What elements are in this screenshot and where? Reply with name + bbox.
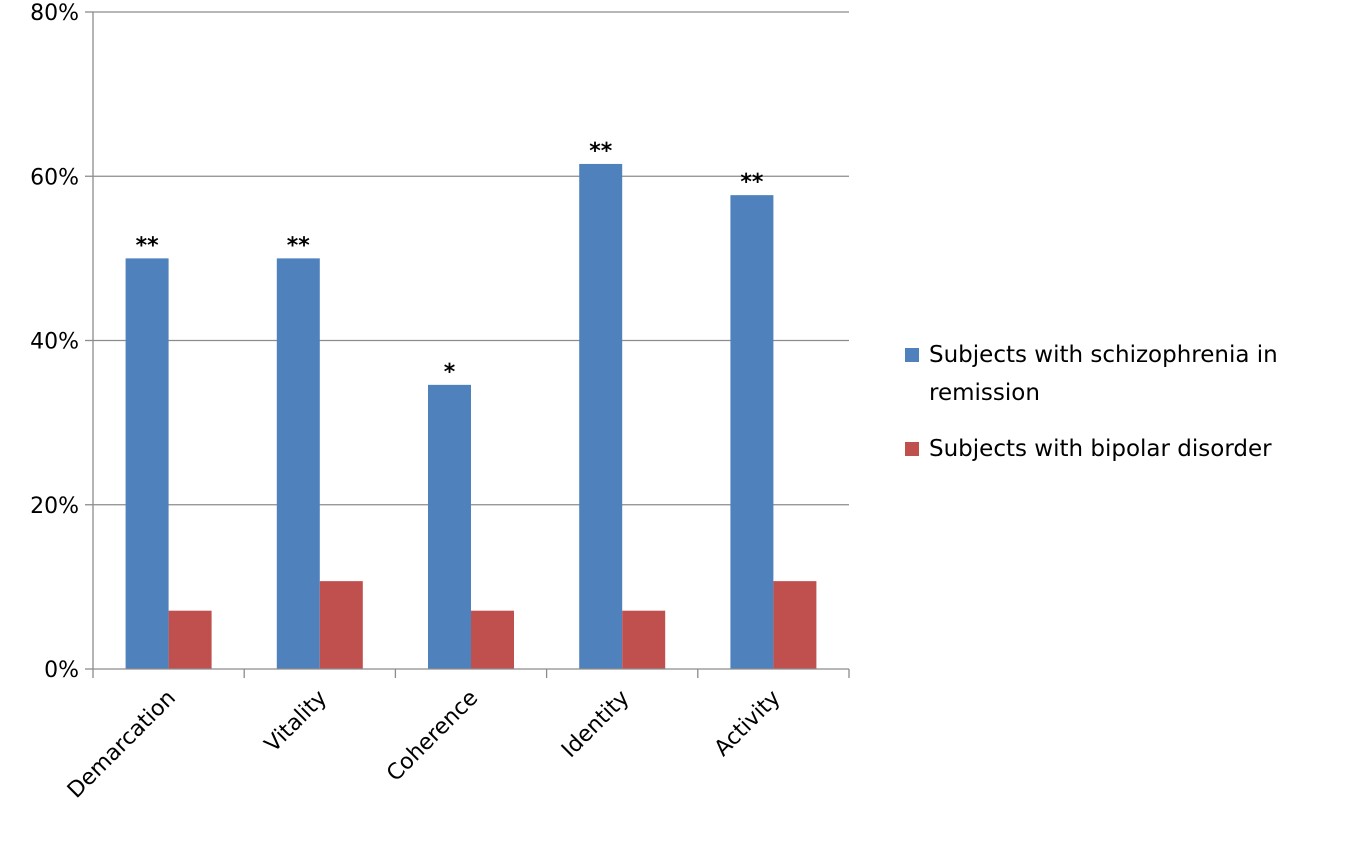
significance-annotations: ** *******: [136, 139, 764, 385]
legend-item-schizophrenia: Subjects with schizophrenia in remission: [905, 336, 1345, 412]
legend-label-bipolar: Subjects with bipolar disorder: [929, 436, 1272, 462]
bar-bipolar: [622, 610, 666, 669]
y-tick-label: 60%: [30, 165, 79, 190]
bar-bipolar: [319, 581, 363, 669]
x-tick-label: Demarcation: [63, 686, 181, 804]
legend: Subjects with schizophrenia in remission…: [905, 336, 1345, 486]
bar-schizophrenia: [125, 258, 169, 669]
y-tick-label: 20%: [30, 494, 79, 519]
y-tick-label: 0%: [44, 658, 79, 683]
significance-marker: **: [740, 170, 764, 195]
bar-schizophrenia: [579, 163, 623, 669]
bar-schizophrenia: [730, 195, 774, 670]
bar-schizophrenia: [428, 384, 471, 669]
legend-label-schizophrenia: Subjects with schizophrenia in remission: [929, 342, 1278, 406]
bar-bipolar: [471, 610, 514, 669]
significance-marker: *: [444, 360, 456, 385]
bars: [125, 163, 817, 670]
axes: [92, 12, 850, 678]
significance-marker: **: [136, 233, 160, 258]
x-tick-label: Identity: [557, 686, 634, 763]
legend-item-bipolar: Subjects with bipolar disorder: [905, 430, 1345, 468]
x-tick-label: Activity: [710, 686, 786, 762]
significance-marker: **: [589, 139, 613, 164]
y-tick-label: 40%: [30, 330, 79, 355]
x-tick-label: Coherence: [382, 686, 483, 787]
y-tick-label: 80%: [30, 1, 79, 26]
x-axis-tick-labels: Demarcation Vitality Coherence Identity Acti…: [63, 686, 786, 804]
bar-bipolar: [773, 581, 817, 669]
legend-swatch-bipolar: [905, 442, 919, 456]
bar-bipolar: [168, 610, 212, 669]
significance-marker: **: [287, 233, 311, 258]
x-tick-label: Vitality: [260, 686, 332, 758]
gridlines: [85, 11, 849, 670]
bar-schizophrenia: [276, 258, 320, 669]
y-axis-tick-labels: 0% 20% 40% 60% 80%: [30, 1, 79, 683]
legend-swatch-schizophrenia: [905, 348, 919, 362]
